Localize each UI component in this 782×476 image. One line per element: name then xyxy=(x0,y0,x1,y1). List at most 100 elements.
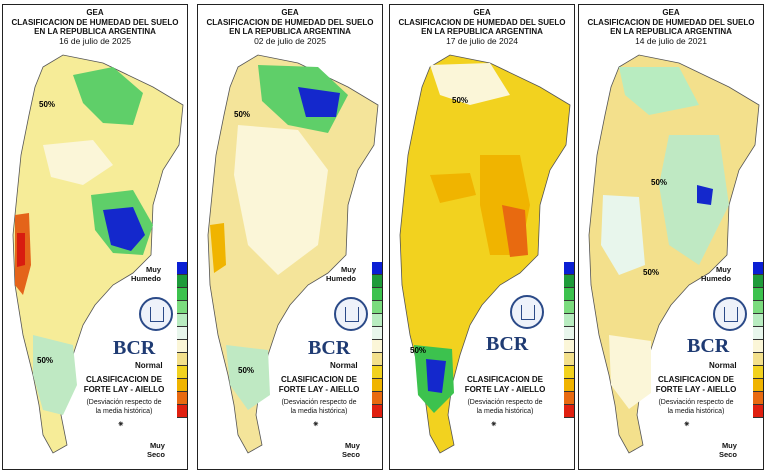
legend-swatch xyxy=(177,405,187,418)
classification-title: CLASIFICACION DE FORTE LAY - AIELLO xyxy=(83,375,165,394)
legend-bottom-label: Muy Seco xyxy=(719,441,737,459)
legend-swatch xyxy=(564,405,574,418)
legend-swatch xyxy=(753,405,763,418)
legend-swatch xyxy=(564,275,574,288)
bcr-logo-text: BCR xyxy=(687,335,730,357)
legend-top-label: Muy Humedo xyxy=(701,265,731,283)
bcr-logo-text: BCR xyxy=(308,337,351,359)
deviation-note: (Desviación respecto de la media históric… xyxy=(281,399,357,415)
bcr-seal-logo xyxy=(334,297,368,331)
contour-label: 50% xyxy=(651,178,667,187)
bcr-seal-logo xyxy=(139,297,173,331)
bcr-logo-text: BCR xyxy=(113,337,156,359)
panel-title: GEA CLASIFICACION DE HUMEDAD DEL SUELO E… xyxy=(3,8,187,46)
legend-swatch xyxy=(564,353,574,366)
legend-swatch xyxy=(177,288,187,301)
legend-swatch xyxy=(372,262,382,275)
legend-swatch xyxy=(372,327,382,340)
legend-swatch xyxy=(564,301,574,314)
bcr-seal-logo xyxy=(510,295,544,329)
panel-title: GEA CLASIFICACION DE HUMEDAD DEL SUELO EN … xyxy=(579,8,763,46)
legend-normal-label: Normal xyxy=(330,361,358,370)
legend-swatch xyxy=(177,275,187,288)
panel-date: 02 de julio de 2025 xyxy=(254,35,326,46)
legend-bottom-label: Muy Seco xyxy=(147,441,165,459)
classification-title: CLASIFICACION DE FORTE LAY - AIELLO xyxy=(464,375,546,394)
bcr-seal-logo xyxy=(713,297,747,331)
legend-swatch xyxy=(564,288,574,301)
deviation-note: (Desviación respecto de la media históric… xyxy=(86,399,162,415)
legend-swatch xyxy=(177,340,187,353)
legend-swatch xyxy=(753,301,763,314)
legend-swatch xyxy=(372,275,382,288)
legend-swatch xyxy=(372,405,382,418)
legend-swatch xyxy=(177,262,187,275)
legend-color-scale xyxy=(177,262,187,462)
islands-icon: ⁕ xyxy=(117,419,125,429)
legend-swatch xyxy=(753,275,763,288)
legend-top-label: Muy Humedo xyxy=(131,265,161,283)
soil-moisture-map: 50% 50% xyxy=(12,54,184,454)
legend-color-scale xyxy=(372,262,382,462)
panel-date: 17 de julio de 2024 xyxy=(446,35,518,46)
legend-swatch xyxy=(177,314,187,327)
legend-swatch xyxy=(372,392,382,405)
islands-icon: ⁕ xyxy=(683,419,691,429)
legend-top-label: Muy Humedo xyxy=(326,265,356,283)
legend-swatch xyxy=(753,288,763,301)
legend-swatch xyxy=(564,262,574,275)
legend-swatch xyxy=(372,301,382,314)
legend-normal-label: Normal xyxy=(709,361,737,370)
map-panel-2021-07-14: 50% 50% GEA CLASIFICACION DE HUMEDAD DEL … xyxy=(578,4,764,470)
panel-date: 16 de julio de 2025 xyxy=(59,35,131,46)
legend-swatch xyxy=(177,379,187,392)
legend-swatch xyxy=(753,262,763,275)
soil-moisture-map: 50% 50% xyxy=(588,54,760,454)
legend-swatch xyxy=(177,353,187,366)
legend-swatch xyxy=(564,392,574,405)
contour-label: 50% xyxy=(234,110,250,119)
contour-label: 50% xyxy=(238,366,254,375)
panel-title: GEA CLASIFICACION DE HUMEDAD DEL SUELO EN … xyxy=(390,8,574,46)
contour-label: 50% xyxy=(410,346,426,355)
soil-moisture-map: 50% 50% xyxy=(207,54,379,454)
legend-swatch xyxy=(753,314,763,327)
legend-swatch xyxy=(564,327,574,340)
classification-title: CLASIFICACION DE FORTE LAY - AIELLO xyxy=(655,375,737,394)
legend-swatch xyxy=(177,366,187,379)
legend-swatch xyxy=(753,327,763,340)
deviation-note: (Desviación respecto de la media históric… xyxy=(467,399,543,415)
panel-title: GEA CLASIFICACION DE HUMEDAD DEL SUELO EN … xyxy=(198,8,382,46)
islands-icon: ⁕ xyxy=(312,419,320,429)
legend-swatch xyxy=(753,379,763,392)
legend-swatch xyxy=(753,340,763,353)
bcr-logo-text: BCR xyxy=(486,333,529,355)
legend-swatch xyxy=(372,288,382,301)
legend-bottom-label: Muy Seco xyxy=(342,441,360,459)
contour-label: 50% xyxy=(452,96,468,105)
legend-swatch xyxy=(372,366,382,379)
map-panel-2024-07-17: 50% 50% GEA CLASIFICACION DE HUMEDAD DEL … xyxy=(389,4,575,470)
legend-swatch xyxy=(753,353,763,366)
soil-moisture-map: 50% 50% xyxy=(399,54,571,454)
legend-color-scale xyxy=(753,262,763,462)
legend-swatch xyxy=(564,314,574,327)
panel-date: 14 de julio de 2021 xyxy=(635,35,707,46)
deviation-note: (Desviación respecto de la media históric… xyxy=(658,399,734,415)
legend-swatch xyxy=(564,379,574,392)
legend-swatch xyxy=(564,340,574,353)
legend-normal-label: Normal xyxy=(135,361,163,370)
legend-swatch xyxy=(753,392,763,405)
title-line-3: EN LA REPUBLICA ARGENTINA xyxy=(34,27,156,36)
title-line-2: CLASIFICACION DE HUMEDAD DEL SUELO xyxy=(11,17,179,27)
contour-label: 50% xyxy=(37,356,53,365)
legend-swatch xyxy=(177,301,187,314)
legend-color-scale xyxy=(564,262,574,462)
map-panel-2025-07-16: 50% 50% GEA CLASIFICACION DE HUMEDAD DEL… xyxy=(2,4,188,470)
legend-swatch xyxy=(372,340,382,353)
legend-swatch xyxy=(372,314,382,327)
contour-label: 50% xyxy=(39,100,55,109)
title-line-1: GEA xyxy=(86,8,104,17)
legend-swatch xyxy=(372,353,382,366)
